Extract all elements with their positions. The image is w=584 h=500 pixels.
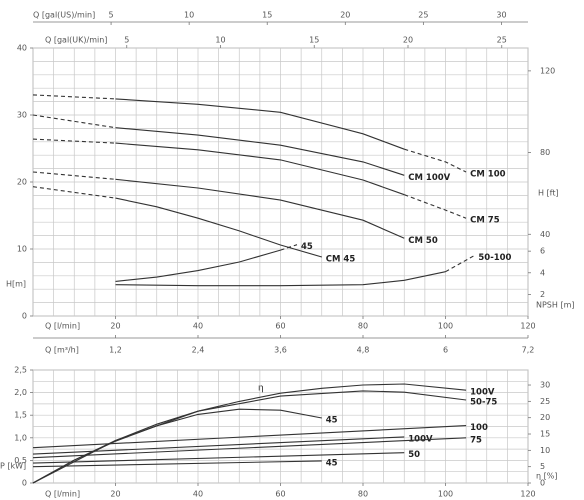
y-tick-label: 2,0 bbox=[14, 388, 27, 397]
curve-label: CM 75 bbox=[470, 216, 500, 226]
x-axis-title: Q [gal(UK)/min] bbox=[45, 36, 107, 45]
curve bbox=[115, 197, 322, 258]
y2-axis-title: η [%] bbox=[536, 472, 557, 481]
x-tick-label: 20 bbox=[110, 490, 120, 499]
curve bbox=[32, 437, 467, 459]
y-tick-label: 0 bbox=[22, 312, 27, 321]
curve bbox=[115, 249, 281, 282]
x-axis-title: Q [l/min] bbox=[45, 322, 80, 331]
y-tick-label: 1,5 bbox=[14, 411, 27, 420]
curve-label: 45 bbox=[301, 242, 313, 252]
x-tick-label: 40 bbox=[193, 322, 203, 331]
x-tick-label: 7,2 bbox=[522, 346, 535, 355]
y-axis-title: P [kW] bbox=[0, 462, 26, 471]
x-tick-label: 25 bbox=[418, 11, 428, 20]
x-axis-title: Q [m³/h] bbox=[45, 346, 79, 355]
curve-label: CM 100V bbox=[408, 173, 450, 183]
x-tick-label: 80 bbox=[358, 322, 368, 331]
eta-annotation: η bbox=[258, 384, 264, 394]
curve bbox=[115, 142, 405, 196]
y3-tick-label: 2 bbox=[540, 290, 545, 299]
y-tick-label: 1,0 bbox=[14, 433, 27, 442]
x-tick-label: 3,6 bbox=[274, 346, 287, 355]
y3-axis-title: NPSH [m] bbox=[536, 301, 574, 310]
y-tick-label: 0,5 bbox=[14, 456, 27, 465]
y2-tick-label: 0 bbox=[540, 479, 545, 488]
x-tick-label: 30 bbox=[496, 11, 506, 20]
y-tick-label: 40 bbox=[17, 44, 27, 53]
curve bbox=[32, 390, 467, 484]
curve bbox=[32, 408, 322, 484]
curve-label: 45 bbox=[326, 458, 338, 468]
curve bbox=[32, 425, 467, 449]
curve-label: CM 45 bbox=[326, 255, 356, 265]
y-tick-label: 20 bbox=[17, 178, 27, 187]
y2-tick-label: 25 bbox=[540, 397, 550, 406]
curve-label: CM 100 bbox=[470, 169, 505, 179]
y-tick-label: 0 bbox=[22, 479, 27, 488]
curve-dashed bbox=[404, 194, 467, 219]
x-tick-label: 40 bbox=[193, 490, 203, 499]
curve bbox=[32, 452, 405, 464]
y2-tick-label: 80 bbox=[540, 148, 550, 157]
y3-tick-label: 4 bbox=[540, 268, 545, 277]
x-tick-label: 15 bbox=[262, 11, 272, 20]
curve bbox=[32, 383, 467, 484]
y-tick-label: 10 bbox=[17, 245, 27, 254]
curve-dashed bbox=[445, 255, 475, 273]
x-tick-label: 20 bbox=[110, 322, 120, 331]
y2-tick-label: 120 bbox=[540, 66, 555, 75]
curve bbox=[32, 436, 405, 455]
x-tick-label: 2,4 bbox=[192, 346, 205, 355]
x-tick-label: 60 bbox=[275, 490, 285, 499]
x-axis-title: Q [gal(US)/min] bbox=[33, 11, 95, 20]
x-tick-label: 25 bbox=[497, 36, 507, 45]
curve bbox=[115, 271, 446, 287]
y-axis-title: H[m] bbox=[6, 280, 26, 289]
y2-tick-label: 5 bbox=[540, 462, 545, 471]
x-tick-label: 80 bbox=[358, 490, 368, 499]
curve-label: 50-100 bbox=[478, 253, 511, 263]
x-tick-label: 20 bbox=[403, 36, 413, 45]
x-tick-label: 15 bbox=[309, 36, 319, 45]
curve-label: 75 bbox=[470, 435, 482, 445]
x-tick-label: 6 bbox=[443, 346, 448, 355]
x-tick-label: 120 bbox=[520, 490, 535, 499]
y2-tick-label: 20 bbox=[540, 413, 550, 422]
y2-tick-label: 10 bbox=[540, 446, 550, 455]
y2-tick-label: 40 bbox=[540, 230, 550, 239]
x-tick-label: 20 bbox=[340, 11, 350, 20]
y2-axis-title: H [ft] bbox=[538, 189, 559, 198]
x-tick-label: 60 bbox=[275, 322, 285, 331]
curve-label: 50-75 bbox=[470, 398, 497, 408]
curve-label: CM 50 bbox=[408, 236, 438, 246]
y3-tick-label: 6 bbox=[540, 247, 545, 256]
y2-tick-label: 15 bbox=[540, 430, 550, 439]
curve-label: 45 bbox=[326, 416, 338, 426]
y-tick-label: 2,5 bbox=[14, 366, 27, 375]
curve-dashed bbox=[280, 244, 298, 251]
x-tick-label: 5 bbox=[124, 36, 129, 45]
x-tick-label: 4,8 bbox=[357, 346, 370, 355]
y2-tick-label: 30 bbox=[540, 381, 550, 390]
x-tick-label: 10 bbox=[215, 36, 225, 45]
x-tick-label: 100 bbox=[438, 322, 453, 331]
x-tick-label: 10 bbox=[184, 11, 194, 20]
x-tick-label: 100 bbox=[438, 490, 453, 499]
curve bbox=[115, 98, 405, 150]
curve bbox=[32, 460, 322, 468]
curve-label: 100V bbox=[470, 388, 495, 398]
x-tick-label: 120 bbox=[520, 322, 535, 331]
curve bbox=[115, 127, 405, 176]
x-tick-label: 1,2 bbox=[109, 346, 122, 355]
curve-label: 50 bbox=[408, 450, 420, 460]
x-tick-label: 5 bbox=[109, 11, 114, 20]
curve-label: 100 bbox=[470, 423, 488, 433]
curve-dashed bbox=[404, 148, 467, 173]
y-tick-label: 30 bbox=[17, 111, 27, 120]
curve bbox=[115, 178, 405, 239]
x-axis-title: Q [l/min] bbox=[45, 490, 80, 499]
